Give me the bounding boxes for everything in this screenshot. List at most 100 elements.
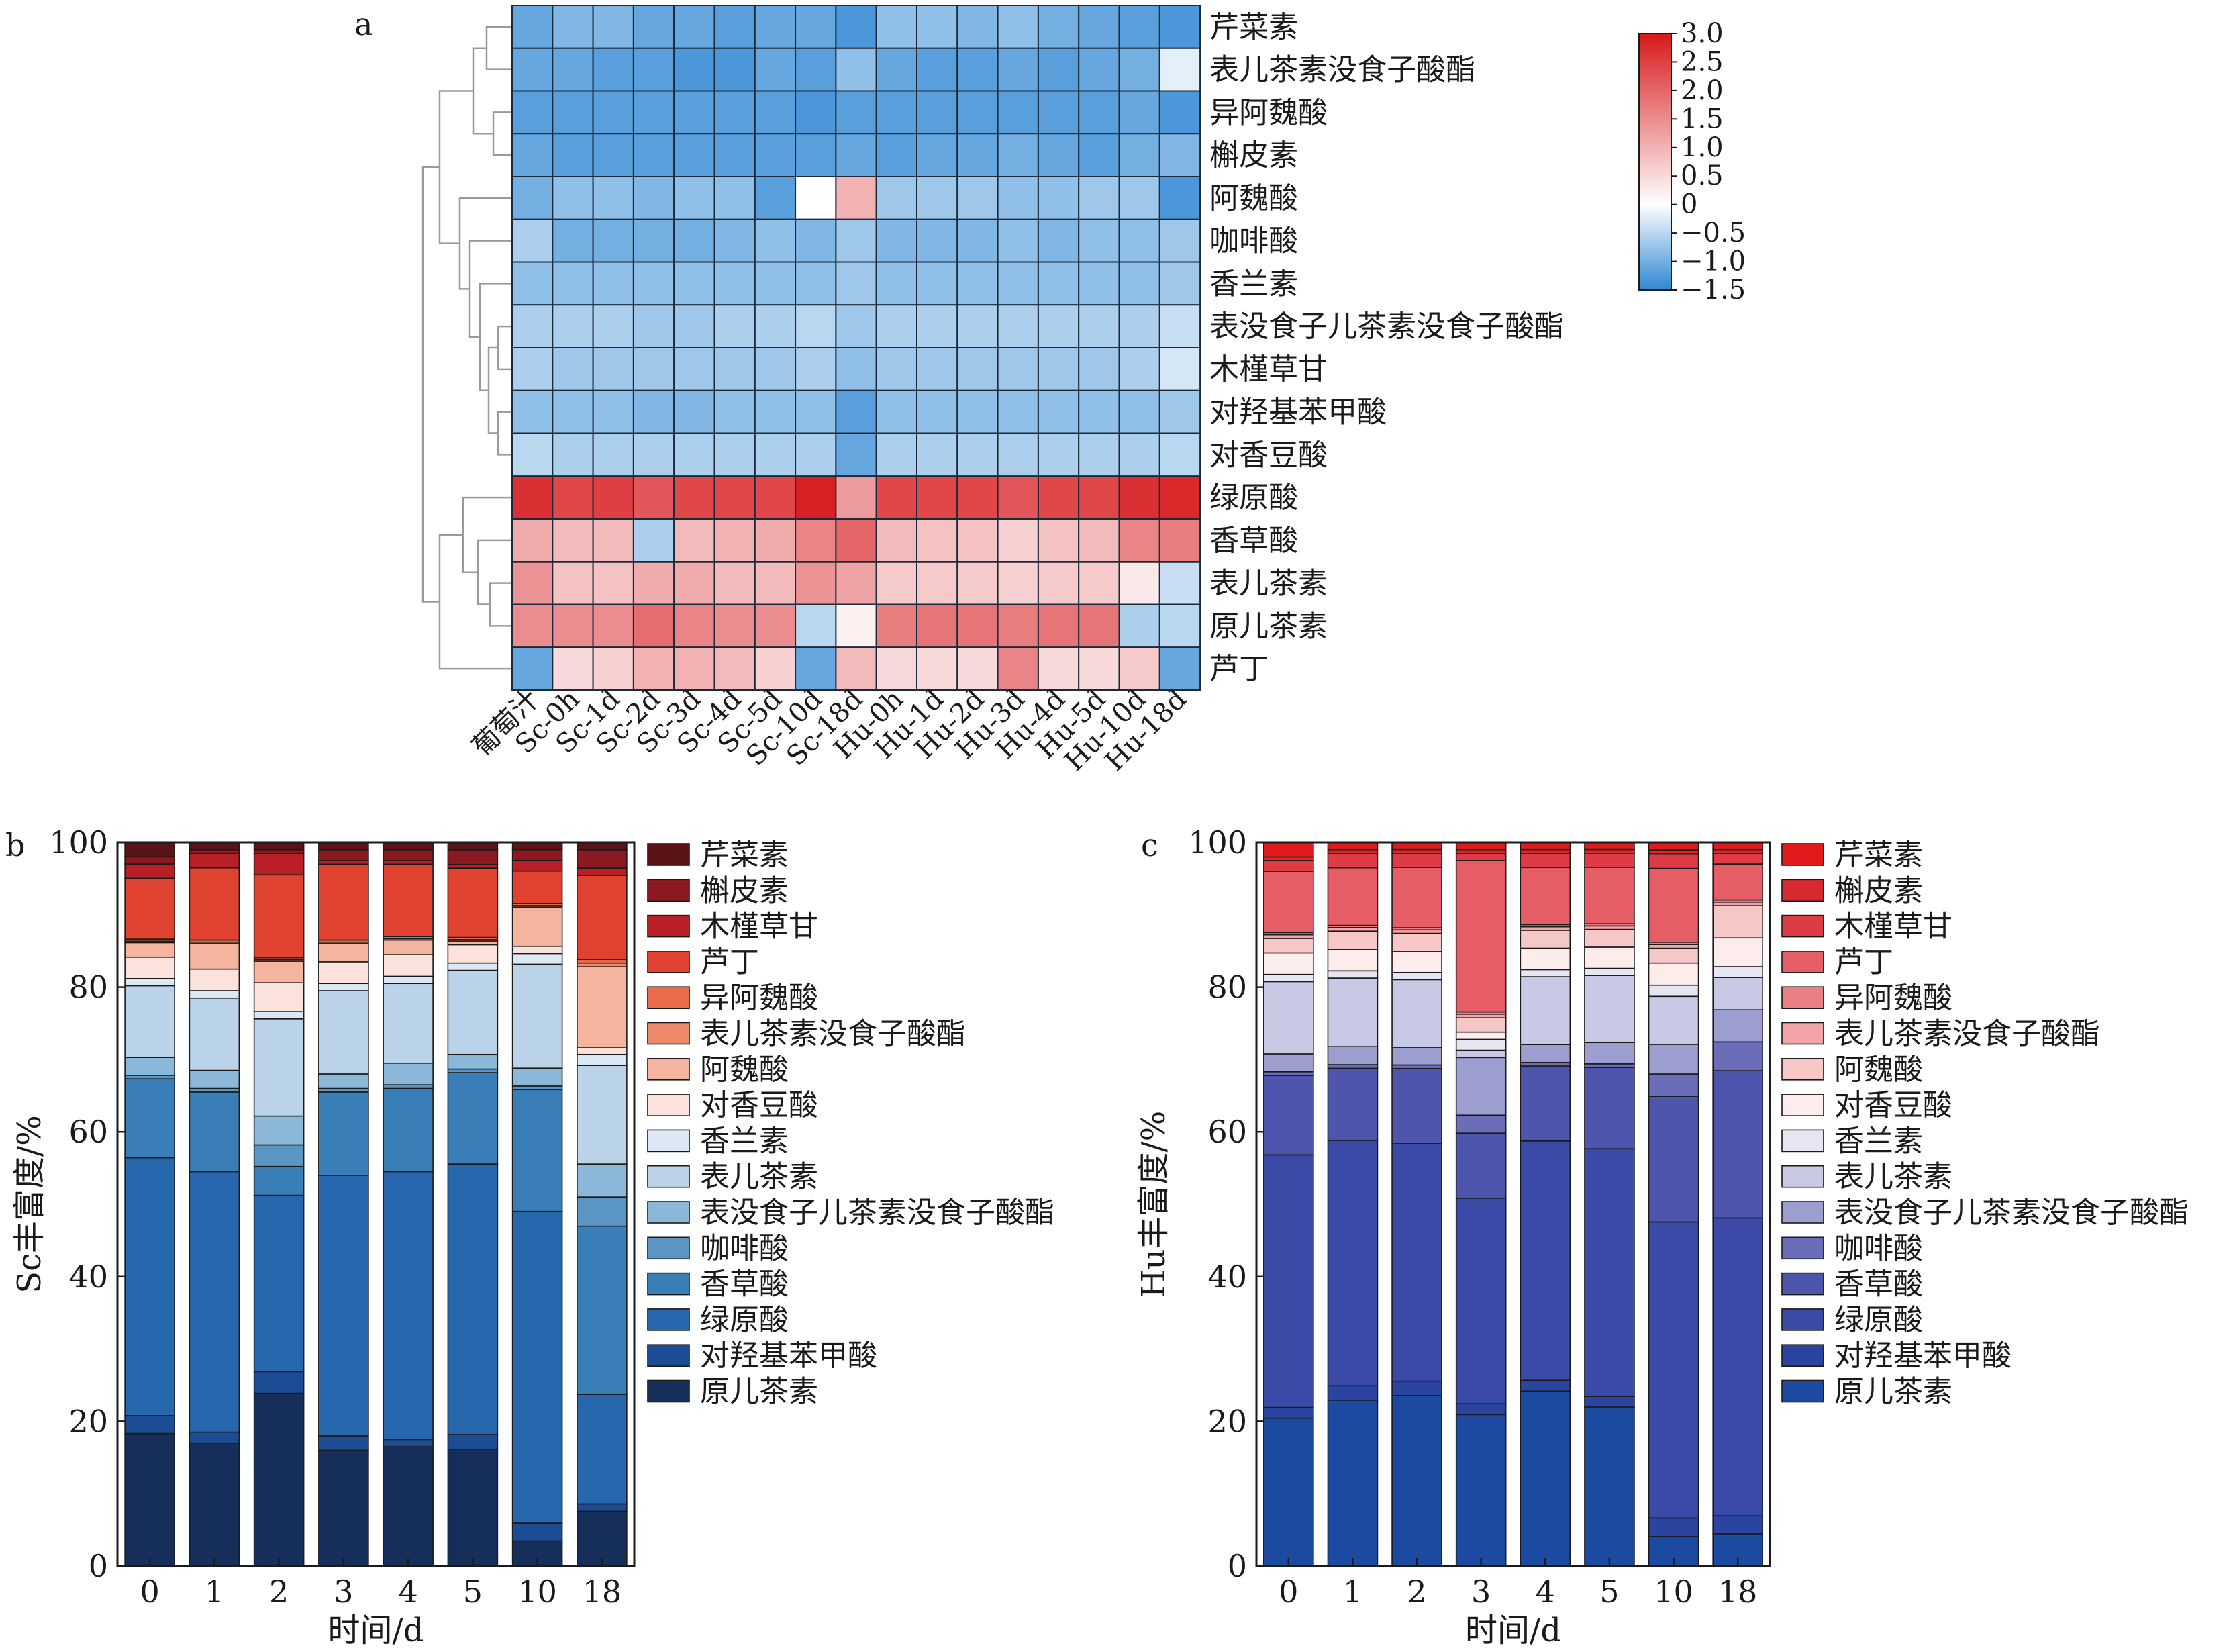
heatmap-cell bbox=[713, 389, 756, 434]
legend-label: 原儿茶素 bbox=[700, 1375, 818, 1409]
heatmap-cell bbox=[1118, 389, 1160, 434]
heatmap-cell bbox=[673, 47, 715, 92]
bar-segment bbox=[1455, 1013, 1507, 1018]
bar-segment bbox=[1712, 977, 1763, 1010]
bar-segment bbox=[383, 842, 434, 851]
heatmap-cell bbox=[1078, 5, 1120, 49]
heatmap-cell bbox=[916, 347, 958, 391]
heatmap-row-label: 香草酸 bbox=[1209, 524, 1298, 558]
heatmap-cell bbox=[997, 561, 1039, 605]
heatmap-cell bbox=[997, 261, 1039, 306]
heatmap-cell bbox=[997, 432, 1039, 477]
heatmap-cell bbox=[754, 389, 797, 434]
bar-segment bbox=[1455, 842, 1507, 851]
heatmap-cell bbox=[956, 518, 999, 563]
heatmap-cell bbox=[1158, 389, 1201, 434]
bar-segment bbox=[1520, 1140, 1571, 1381]
bar-segment bbox=[1584, 867, 1635, 924]
bar-segment bbox=[1455, 1198, 1507, 1404]
legend-label: 表儿茶素 bbox=[1834, 1160, 1952, 1194]
heatmap-cell bbox=[1158, 218, 1201, 263]
heatmap-cell bbox=[1037, 133, 1080, 177]
heatmap-row-label: 对香豆酸 bbox=[1209, 438, 1328, 472]
bar-segment bbox=[1712, 1217, 1763, 1516]
heatmap-column-labels: 葡萄汁Sc-0hSc-1dSc-2dSc-3dSc-4dSc-5dSc-10dS… bbox=[466, 684, 1193, 777]
heatmap-cell bbox=[632, 261, 675, 306]
bar-segment bbox=[1391, 932, 1442, 952]
bar-segment bbox=[383, 860, 434, 865]
heatmap-cell bbox=[875, 90, 917, 135]
bar-segment bbox=[253, 842, 305, 851]
legend-swatch bbox=[647, 1379, 690, 1403]
bar-segment bbox=[1391, 951, 1442, 973]
bar-segment bbox=[124, 1432, 175, 1567]
bar-segment bbox=[383, 848, 434, 861]
heatmap-cell bbox=[835, 176, 877, 220]
heatmap-cell bbox=[795, 261, 837, 306]
heatmap-cell bbox=[511, 475, 554, 520]
bar-segment bbox=[318, 860, 369, 865]
legend-swatch bbox=[647, 1344, 690, 1367]
heatmap-cell bbox=[632, 646, 675, 691]
heatmap-cell bbox=[1158, 304, 1201, 348]
heatmap-cell bbox=[592, 518, 634, 563]
legend-label: 对香豆酸 bbox=[700, 1088, 818, 1122]
legend-label: 阿魏酸 bbox=[1834, 1053, 1923, 1087]
heatmap-cell bbox=[673, 304, 715, 348]
sc-stacked-bar-panel: b 0 1 2 3 4 5 10 18 0 20 40 60 80 100 时间/d Sc丰富度/% 芹菜素槲皮素… bbox=[5, 824, 1054, 1649]
legend-label: 香草酸 bbox=[1834, 1267, 1923, 1302]
bar-segment bbox=[189, 968, 240, 991]
bar-segment bbox=[189, 997, 240, 1071]
heatmap-cell bbox=[592, 475, 634, 520]
bar-segment bbox=[577, 966, 628, 1048]
heatmap-cell bbox=[511, 432, 554, 477]
bar-segment bbox=[447, 1068, 499, 1073]
heatmap-cell bbox=[1118, 475, 1160, 520]
heatmap-cell bbox=[1158, 176, 1201, 220]
heatmap-cell bbox=[916, 218, 958, 263]
bar-segment bbox=[383, 1171, 434, 1441]
heatmap-cell bbox=[1037, 218, 1080, 263]
colorbar-tick-label: −1.5 bbox=[1681, 275, 1746, 305]
heatmap-cell bbox=[511, 389, 554, 434]
heatmap-cell bbox=[552, 218, 594, 263]
heatmap-row-label: 木槿草甘 bbox=[1209, 352, 1328, 387]
heatmap-cell bbox=[754, 646, 797, 691]
bar-segment bbox=[1263, 871, 1314, 934]
bar-segment bbox=[124, 856, 175, 865]
bar-segment bbox=[189, 943, 240, 970]
bar-segment bbox=[1455, 1057, 1507, 1116]
legend-label: 绿原酸 bbox=[700, 1303, 789, 1337]
heatmap-cell bbox=[552, 133, 594, 177]
heatmap-cell bbox=[1118, 90, 1160, 135]
heatmap-cell bbox=[997, 518, 1039, 563]
bar-segment bbox=[1327, 867, 1379, 926]
heatmap-cell bbox=[997, 133, 1039, 177]
x-tick-label: 2 bbox=[1407, 1573, 1426, 1610]
colorbar-tick-label: 0 bbox=[1681, 189, 1697, 220]
bar-segment bbox=[124, 842, 175, 858]
heatmap-cell bbox=[552, 475, 594, 520]
heatmap-cell bbox=[552, 646, 594, 691]
heatmap-cell bbox=[835, 133, 877, 177]
heatmap-cell bbox=[956, 5, 999, 49]
bar-segment bbox=[511, 963, 563, 1069]
legend-label: 木槿草甘 bbox=[1834, 910, 1952, 944]
heatmap-cell bbox=[956, 133, 999, 177]
x-tick-label: 3 bbox=[334, 1573, 353, 1610]
bar-segment bbox=[1648, 1096, 1699, 1223]
colorbar-tick-label: 3.0 bbox=[1681, 18, 1724, 49]
heatmap-cell bbox=[592, 603, 634, 648]
heatmap-cell bbox=[875, 176, 917, 220]
legend-swatch bbox=[647, 1058, 690, 1081]
bar-segment bbox=[124, 1057, 175, 1076]
bar-segment bbox=[577, 1065, 628, 1165]
bar-segment bbox=[447, 849, 499, 865]
heatmap-cell bbox=[1078, 261, 1120, 306]
heatmap-cell bbox=[754, 47, 797, 92]
legend-swatch bbox=[647, 1201, 690, 1224]
bar-segment bbox=[124, 977, 175, 987]
heatmap-cell bbox=[1037, 90, 1080, 135]
heatmap-cell bbox=[1037, 518, 1080, 563]
heatmap-cell bbox=[1037, 304, 1080, 348]
